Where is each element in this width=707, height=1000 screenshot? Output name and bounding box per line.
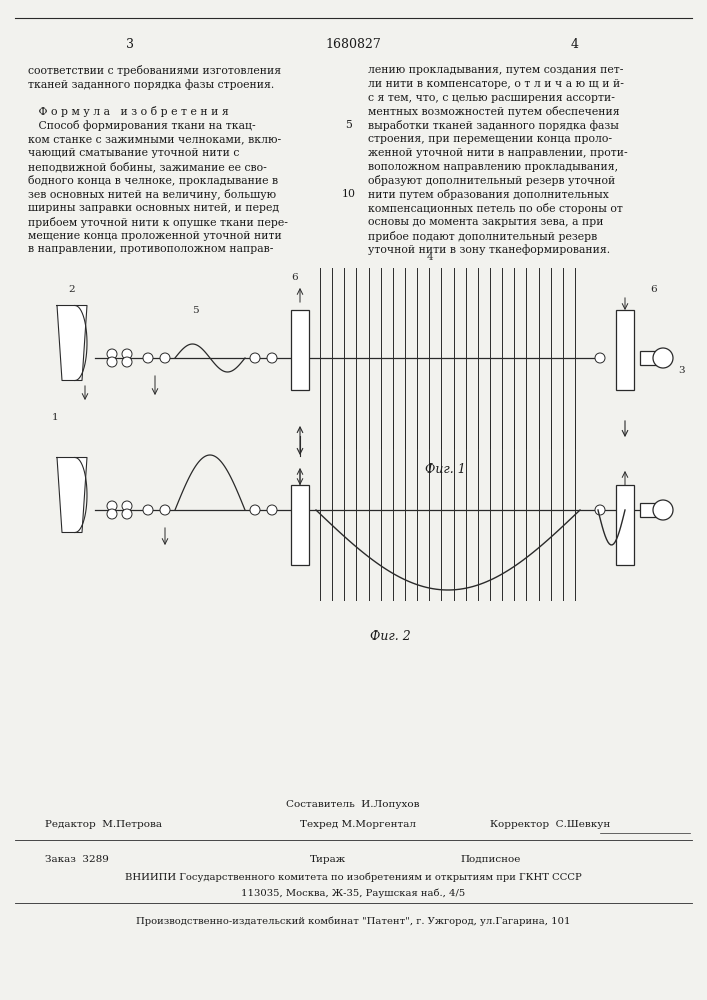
- Text: 1680827: 1680827: [325, 38, 381, 51]
- Text: ментных возможностей путем обеспечения: ментных возможностей путем обеспечения: [368, 106, 619, 117]
- Text: Фиг. 2: Фиг. 2: [370, 630, 410, 643]
- Bar: [291, 310, 309, 390]
- Text: компенсационных петель по обе стороны от: компенсационных петель по обе стороны от: [368, 203, 623, 214]
- Text: уточной нити в зону тканеформирования.: уточной нити в зону тканеформирования.: [368, 244, 610, 255]
- Text: основы до момента закрытия зева, а при: основы до момента закрытия зева, а при: [368, 217, 604, 227]
- Text: лению прокладывания, путем создания пет-: лению прокладывания, путем создания пет-: [368, 65, 624, 75]
- Text: 3: 3: [126, 38, 134, 51]
- Polygon shape: [57, 458, 87, 532]
- Circle shape: [267, 505, 277, 515]
- Text: 2: 2: [69, 285, 76, 294]
- Text: тканей заданного порядка фазы строения.: тканей заданного порядка фазы строения.: [28, 79, 274, 90]
- Circle shape: [143, 505, 153, 515]
- Text: строения, при перемещении конца проло-: строения, при перемещении конца проло-: [368, 134, 612, 144]
- Bar: [291, 485, 309, 565]
- Text: 4: 4: [571, 38, 579, 51]
- Circle shape: [595, 353, 605, 363]
- Text: ВНИИПИ Государственного комитета по изобретениям и открытиям при ГКНТ СССР: ВНИИПИ Государственного комитета по изоб…: [124, 872, 581, 882]
- Bar: [616, 485, 634, 565]
- Circle shape: [160, 505, 170, 515]
- Text: 4: 4: [427, 253, 433, 262]
- Text: прибое подают дополнительный резерв: прибое подают дополнительный резерв: [368, 231, 597, 242]
- Text: прибоем уточной нити к опушке ткани пере-: прибоем уточной нити к опушке ткани пере…: [28, 217, 288, 228]
- Text: нити путем образования дополнительных: нити путем образования дополнительных: [368, 189, 609, 200]
- Text: Техред М.Моргентал: Техред М.Моргентал: [300, 820, 416, 829]
- Text: Ф о р м у л а   и з о б р е т е н и я: Ф о р м у л а и з о б р е т е н и я: [28, 106, 229, 117]
- Text: выработки тканей заданного порядка фазы: выработки тканей заданного порядка фазы: [368, 120, 619, 131]
- Circle shape: [122, 501, 132, 511]
- Text: Фиг. 1: Фиг. 1: [425, 463, 465, 476]
- Circle shape: [143, 353, 153, 363]
- Text: чающий сматывание уточной нити с: чающий сматывание уточной нити с: [28, 148, 240, 158]
- Text: 6: 6: [292, 273, 298, 282]
- Text: Заказ  3289: Заказ 3289: [45, 855, 109, 864]
- Text: 1: 1: [52, 413, 58, 422]
- Circle shape: [160, 353, 170, 363]
- Text: в направлении, противоположном направ-: в направлении, противоположном направ-: [28, 244, 274, 254]
- Circle shape: [250, 505, 260, 515]
- Text: 5: 5: [192, 306, 198, 315]
- Circle shape: [653, 500, 673, 520]
- Circle shape: [107, 357, 117, 367]
- Circle shape: [250, 353, 260, 363]
- Text: Подписное: Подписное: [460, 855, 520, 864]
- Text: воположном направлению прокладывания,: воположном направлению прокладывания,: [368, 162, 618, 172]
- Circle shape: [653, 348, 673, 368]
- Polygon shape: [57, 306, 87, 380]
- Circle shape: [107, 501, 117, 511]
- Text: Корректор  С.Шевкун: Корректор С.Шевкун: [490, 820, 610, 829]
- Text: Способ формирования ткани на ткац-: Способ формирования ткани на ткац-: [28, 120, 256, 131]
- Text: соответствии с требованиями изготовления: соответствии с требованиями изготовления: [28, 65, 281, 76]
- Text: зев основных нитей на величину, большую: зев основных нитей на величину, большую: [28, 189, 276, 200]
- Text: 113035, Москва, Ж-35, Раушская наб., 4/5: 113035, Москва, Ж-35, Раушская наб., 4/5: [241, 888, 465, 898]
- Text: Составитель  И.Лопухов: Составитель И.Лопухов: [286, 800, 420, 809]
- Text: бодного конца в челноке, прокладывание в: бодного конца в челноке, прокладывание в: [28, 175, 278, 186]
- Circle shape: [107, 349, 117, 359]
- Circle shape: [595, 505, 605, 515]
- Text: Производственно-издательский комбинат "Патент", г. Ужгород, ул.Гагарина, 101: Производственно-издательский комбинат "П…: [136, 916, 571, 926]
- Text: 6: 6: [650, 285, 657, 294]
- Circle shape: [107, 509, 117, 519]
- Text: 3: 3: [678, 366, 684, 375]
- Circle shape: [122, 357, 132, 367]
- Bar: [640, 351, 660, 365]
- Text: Редактор  М.Петрова: Редактор М.Петрова: [45, 820, 162, 829]
- Text: мещение конца проложенной уточной нити: мещение конца проложенной уточной нити: [28, 231, 282, 241]
- Text: с я тем, что, с целью расширения ассорти-: с я тем, что, с целью расширения ассорти…: [368, 93, 615, 103]
- Text: неподвижной бобины, зажимание ее сво-: неподвижной бобины, зажимание ее сво-: [28, 162, 267, 172]
- Circle shape: [122, 349, 132, 359]
- Text: ли нити в компенсаторе, о т л и ч а ю щ и й-: ли нити в компенсаторе, о т л и ч а ю щ …: [368, 79, 624, 89]
- Text: образуют дополнительный резерв уточной: образуют дополнительный резерв уточной: [368, 175, 615, 186]
- Text: 5: 5: [346, 120, 352, 130]
- Bar: [616, 310, 634, 390]
- Bar: [640, 503, 660, 517]
- Text: женной уточной нити в направлении, проти-: женной уточной нити в направлении, проти…: [368, 148, 628, 158]
- Text: ком станке с зажимными челноками, вклю-: ком станке с зажимными челноками, вклю-: [28, 134, 281, 144]
- Text: Тираж: Тираж: [310, 855, 346, 864]
- Text: ширины заправки основных нитей, и перед: ширины заправки основных нитей, и перед: [28, 203, 279, 213]
- Text: 10: 10: [342, 189, 356, 199]
- Circle shape: [122, 509, 132, 519]
- Circle shape: [267, 353, 277, 363]
